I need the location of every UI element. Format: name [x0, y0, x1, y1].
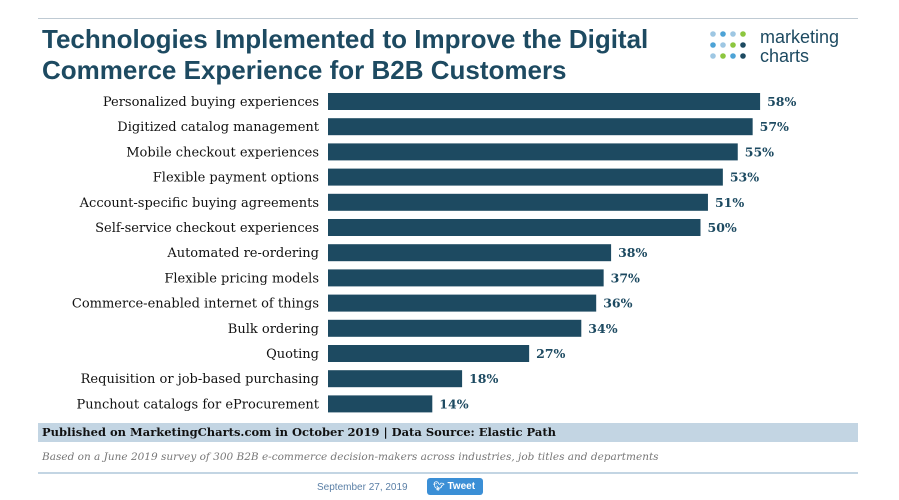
data-label: 18%	[469, 371, 498, 386]
category-label: Quoting	[266, 347, 319, 362]
logo-dots-icon	[710, 31, 746, 59]
top-rule	[38, 18, 858, 19]
bar	[328, 345, 530, 362]
tweet-button[interactable]: 🐦︎ Tweet	[427, 478, 484, 495]
category-label: Requisition or job-based purchasing	[81, 372, 319, 387]
bar	[328, 219, 701, 236]
bar	[328, 193, 708, 211]
data-label: 36%	[603, 296, 632, 311]
category-label: Commerce-enabled internet of things	[72, 297, 319, 312]
logo-dot	[730, 42, 736, 48]
data-label: 53%	[730, 170, 759, 185]
tweet-label: Tweet	[447, 481, 476, 492]
data-label: 37%	[611, 270, 640, 285]
logo-dot	[740, 31, 746, 37]
logo-dot	[740, 42, 746, 48]
category-label: Mobile checkout experiences	[126, 145, 319, 160]
bar	[328, 370, 463, 388]
category-label: Digitized catalog management	[117, 120, 319, 135]
logo-text: marketing charts	[760, 28, 839, 66]
bar	[328, 118, 753, 136]
logo-dot	[730, 53, 736, 59]
source-bar: Published on MarketingCharts.com in Octo…	[38, 423, 858, 442]
bar	[328, 168, 723, 186]
logo-dot	[710, 53, 716, 59]
data-label: 14%	[439, 396, 468, 411]
category-label: Punchout catalogs for eProcurement	[77, 397, 320, 412]
bar	[328, 244, 612, 262]
twitter-bird-icon: 🐦︎	[433, 481, 445, 491]
source-text: Published on MarketingCharts.com in Octo…	[42, 425, 557, 439]
data-label: 55%	[745, 144, 774, 159]
logo-dot	[720, 31, 726, 37]
data-label: 50%	[708, 220, 737, 235]
category-label: Automated re-ordering	[166, 246, 319, 261]
bottom-rule	[38, 472, 858, 474]
bar-chart: Personalized buying experiences 58% Digiti…	[72, 93, 796, 413]
chart-title: Technologies Implemented to Improve the …	[42, 24, 649, 85]
marketingcharts-logo[interactable]: marketing charts	[708, 28, 868, 68]
category-label: Self-service checkout experiences	[95, 221, 319, 236]
bar	[328, 294, 597, 312]
publish-date: September 27, 2019	[317, 482, 408, 493]
bar	[328, 395, 433, 413]
category-label: Flexible pricing models	[164, 271, 319, 286]
logo-dot	[710, 31, 716, 37]
bar	[328, 269, 604, 287]
data-label: 57%	[760, 119, 789, 134]
data-label: 27%	[536, 346, 565, 361]
logo-dot	[730, 31, 736, 37]
logo-line1: marketing	[760, 27, 840, 47]
data-label: 34%	[588, 321, 617, 336]
bar	[328, 143, 738, 161]
bar	[328, 319, 582, 337]
data-label: 51%	[715, 195, 744, 210]
category-label: Account-specific buying agreements	[79, 196, 319, 211]
data-label: 38%	[618, 245, 647, 260]
category-label: Personalized buying experiences	[103, 95, 319, 110]
bar	[328, 93, 761, 110]
logo-dot	[710, 42, 716, 48]
category-label: Bulk ordering	[228, 322, 319, 337]
logo-dot	[740, 53, 746, 59]
logo-dot	[720, 53, 726, 59]
category-label: Flexible payment options	[153, 171, 319, 186]
methodology-note: Based on a June 2019 survey of 300 B2B e…	[42, 451, 659, 463]
logo-dot	[720, 42, 726, 48]
data-label: 58%	[767, 94, 796, 109]
logo-line2: charts	[760, 46, 810, 66]
